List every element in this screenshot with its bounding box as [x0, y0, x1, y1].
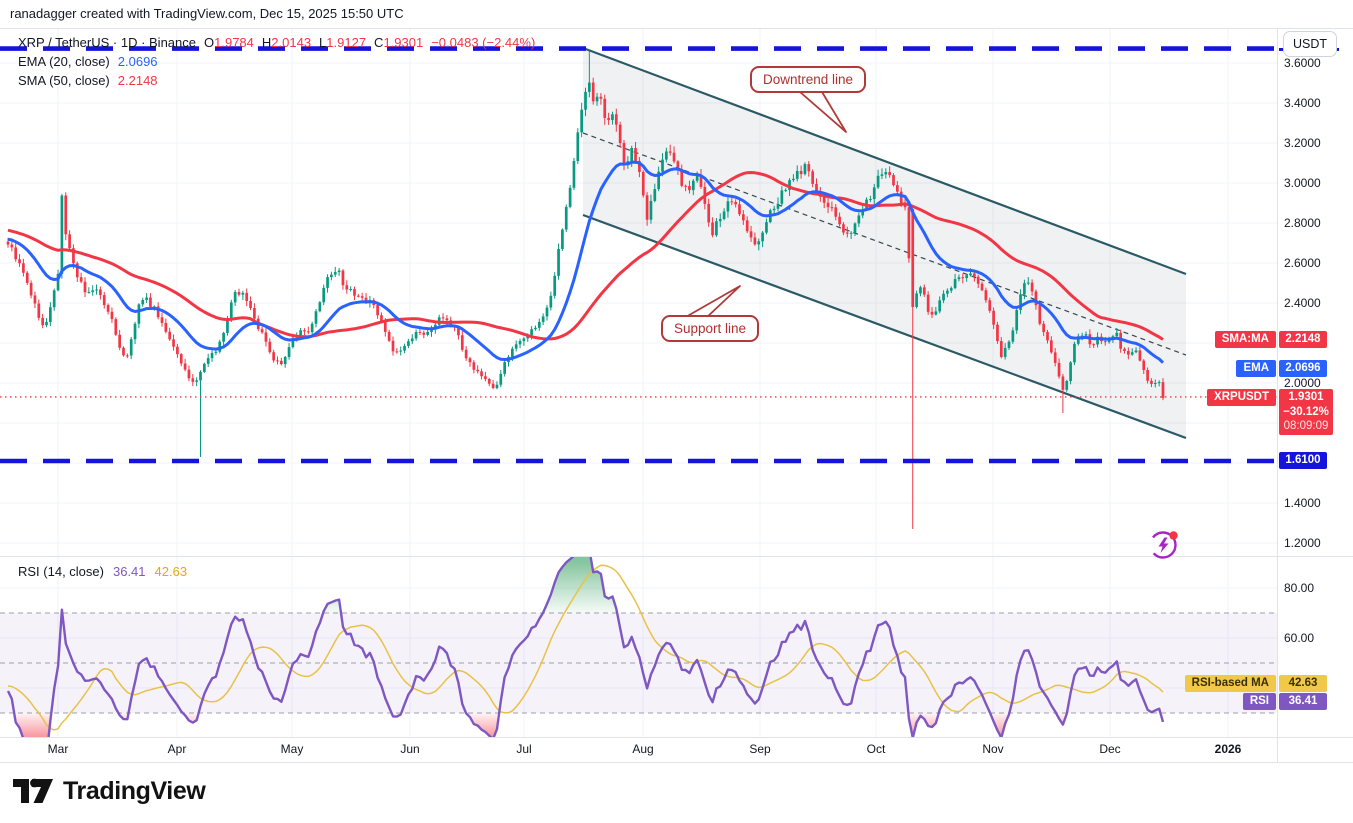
- currency-toggle-button[interactable]: USDT: [1283, 31, 1337, 57]
- price-tick-label: 1.4000: [1284, 496, 1321, 510]
- price-tick-label: 2.0000: [1284, 376, 1321, 390]
- price-tick-label: 3.6000: [1284, 56, 1321, 70]
- rsi-ma-value: 42.63: [154, 564, 188, 579]
- chart-top-border: [0, 28, 1353, 29]
- time-tick-label: Sep: [749, 742, 771, 756]
- last-price-axis-badge: 1.9301 −30.12% 08:09:09: [1279, 389, 1333, 435]
- support-level-axis-badge: 1.6100: [1279, 452, 1327, 469]
- last-price-change: −30.12%: [1283, 405, 1329, 418]
- ema-axis-value: 2.0696: [1279, 360, 1327, 377]
- rsi-value: 36.41: [112, 564, 146, 579]
- close-label: C: [374, 35, 384, 50]
- time-tick-label: Jul: [516, 742, 532, 756]
- rsi-axis-value: 36.41: [1279, 693, 1327, 710]
- time-tick-label: Mar: [47, 742, 69, 756]
- price-tick-label: 2.6000: [1284, 256, 1321, 270]
- attribution-text: ranadagger created with TradingView.com,…: [10, 6, 404, 21]
- bar-countdown: 08:09:09: [1283, 420, 1329, 432]
- low-value: 1.9127: [326, 35, 367, 50]
- symbol-title: XRP / TetherUS · 1D · Binance: [18, 35, 196, 50]
- price-tick-label: 3.4000: [1284, 96, 1321, 110]
- high-label: H: [261, 35, 272, 50]
- price-tick-label: 2.8000: [1284, 216, 1321, 230]
- sma-axis-label: SMA:MA: [1214, 331, 1276, 348]
- rsi-ma-axis-value: 42.63: [1279, 675, 1327, 692]
- price-tick-label: 2.4000: [1284, 296, 1321, 310]
- sma-legend-row: SMA (50, close) 2.2148: [18, 71, 535, 90]
- ema-value: 2.0696: [117, 54, 158, 69]
- symbol-axis-label: XRPUSDT: [1207, 389, 1276, 406]
- rsi-tick-label: 80.00: [1284, 581, 1315, 595]
- rsi-axis-label: RSI: [1242, 693, 1276, 710]
- close-value: 1.9301: [383, 35, 424, 50]
- sma-label: SMA (50, close): [18, 73, 110, 88]
- tradingview-logo-glyph: [13, 778, 53, 803]
- notification-dot: [1169, 531, 1178, 540]
- time-tick-label: 2026: [1214, 742, 1242, 756]
- price-tick-label: 3.2000: [1284, 136, 1321, 150]
- tradingview-logo[interactable]: TradingView: [12, 776, 206, 806]
- last-price-value: 1.9301: [1288, 391, 1324, 403]
- rsi-label: RSI (14, close): [18, 564, 104, 579]
- rsi-legend-row: RSI (14, close) 36.41 42.63: [18, 564, 187, 579]
- time-tick-label: Aug: [632, 742, 654, 756]
- tradingview-logo-text: TradingView: [63, 776, 206, 805]
- sma-axis-value: 2.2148: [1279, 331, 1327, 348]
- ema-legend-row: EMA (20, close) 2.0696: [18, 52, 535, 71]
- open-label: O: [204, 35, 215, 50]
- rsi-ma-axis-label: RSI-based MA: [1184, 675, 1276, 692]
- low-label: L: [319, 35, 327, 50]
- chart-bottom-border: [0, 762, 1353, 763]
- time-tick-label: May: [280, 742, 304, 756]
- price-axis-border: [1277, 28, 1278, 762]
- sma-value: 2.2148: [117, 73, 158, 88]
- lightning-bolt-icon: [1158, 537, 1169, 553]
- high-value: 2.0143: [271, 35, 312, 50]
- price-tick-label: 1.2000: [1284, 536, 1321, 550]
- change-value: −0.0483 (−2.44%): [431, 35, 536, 50]
- time-tick-label: Jun: [400, 742, 420, 756]
- icon-circle: [1149, 531, 1177, 559]
- signal-lightning-icon[interactable]: [1147, 528, 1181, 562]
- rsi-tick-label: 60.00: [1284, 631, 1315, 645]
- ema-axis-label: EMA: [1236, 360, 1276, 377]
- time-tick-label: Nov: [982, 742, 1004, 756]
- time-tick-label: Apr: [167, 742, 187, 756]
- downtrend-line-annotation[interactable]: Downtrend line: [750, 66, 867, 93]
- time-axis[interactable]: Mar Apr May Jun Jul Aug Sep Oct Nov Dec 2026: [0, 737, 1277, 762]
- ema-label: EMA (20, close): [18, 54, 110, 69]
- open-value: 1.9784: [214, 35, 254, 50]
- price-axis[interactable]: 3.6000 3.4000 3.2000 3.0000 2.8000 2.6000 2.40…: [1277, 28, 1353, 762]
- time-tick-label: Oct: [866, 742, 886, 756]
- time-tick-label: Dec: [1099, 742, 1121, 756]
- price-tick-label: 3.0000: [1284, 176, 1321, 190]
- time-axis-border: [0, 737, 1353, 738]
- support-line-annotation[interactable]: Support line: [661, 315, 760, 342]
- pane-separator[interactable]: [0, 556, 1353, 557]
